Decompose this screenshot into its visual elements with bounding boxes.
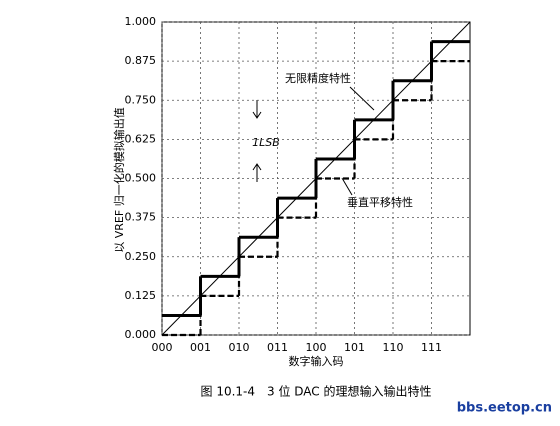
x-tick-label: 001 [190,341,211,354]
x-tick-label: 111 [421,341,442,354]
x-tick-label: 101 [344,341,365,354]
x-tick-label: 010 [229,341,250,354]
x-tick-label: 011 [267,341,288,354]
y-tick-label: 0.250 [125,250,157,263]
x-tick-label: 000 [152,341,173,354]
y-tick-label: 0.125 [125,289,157,302]
y-axis-label: 以 VREF 归一化的模拟输出值 [112,107,126,252]
caption: 图 10.1-4 3 位 DAC 的理想输入输出特性 [201,384,432,399]
y-tick-label: 0.000 [125,328,157,341]
x-tick-label: 110 [383,341,404,354]
y-tick-label: 0.375 [125,211,157,224]
y-tick-label: 0.875 [125,54,157,67]
annotation: 无限精度特性 [285,71,351,85]
annotation: 1LSB [252,136,280,149]
y-tick-label: 1.000 [125,15,157,28]
watermark: bbs.eetop.cn [457,401,552,416]
y-tick-label: 0.500 [125,172,157,185]
x-axis-label: 数字输入码 [289,354,344,368]
annotation-arrow [349,86,375,111]
annotation: 垂直平移特性 [347,195,413,209]
lsb-arrows [252,100,262,182]
annotation-arrow [341,177,353,196]
y-tick-label: 0.750 [125,93,157,106]
x-tick-label: 100 [306,341,327,354]
y-tick-label: 0.625 [125,132,157,145]
